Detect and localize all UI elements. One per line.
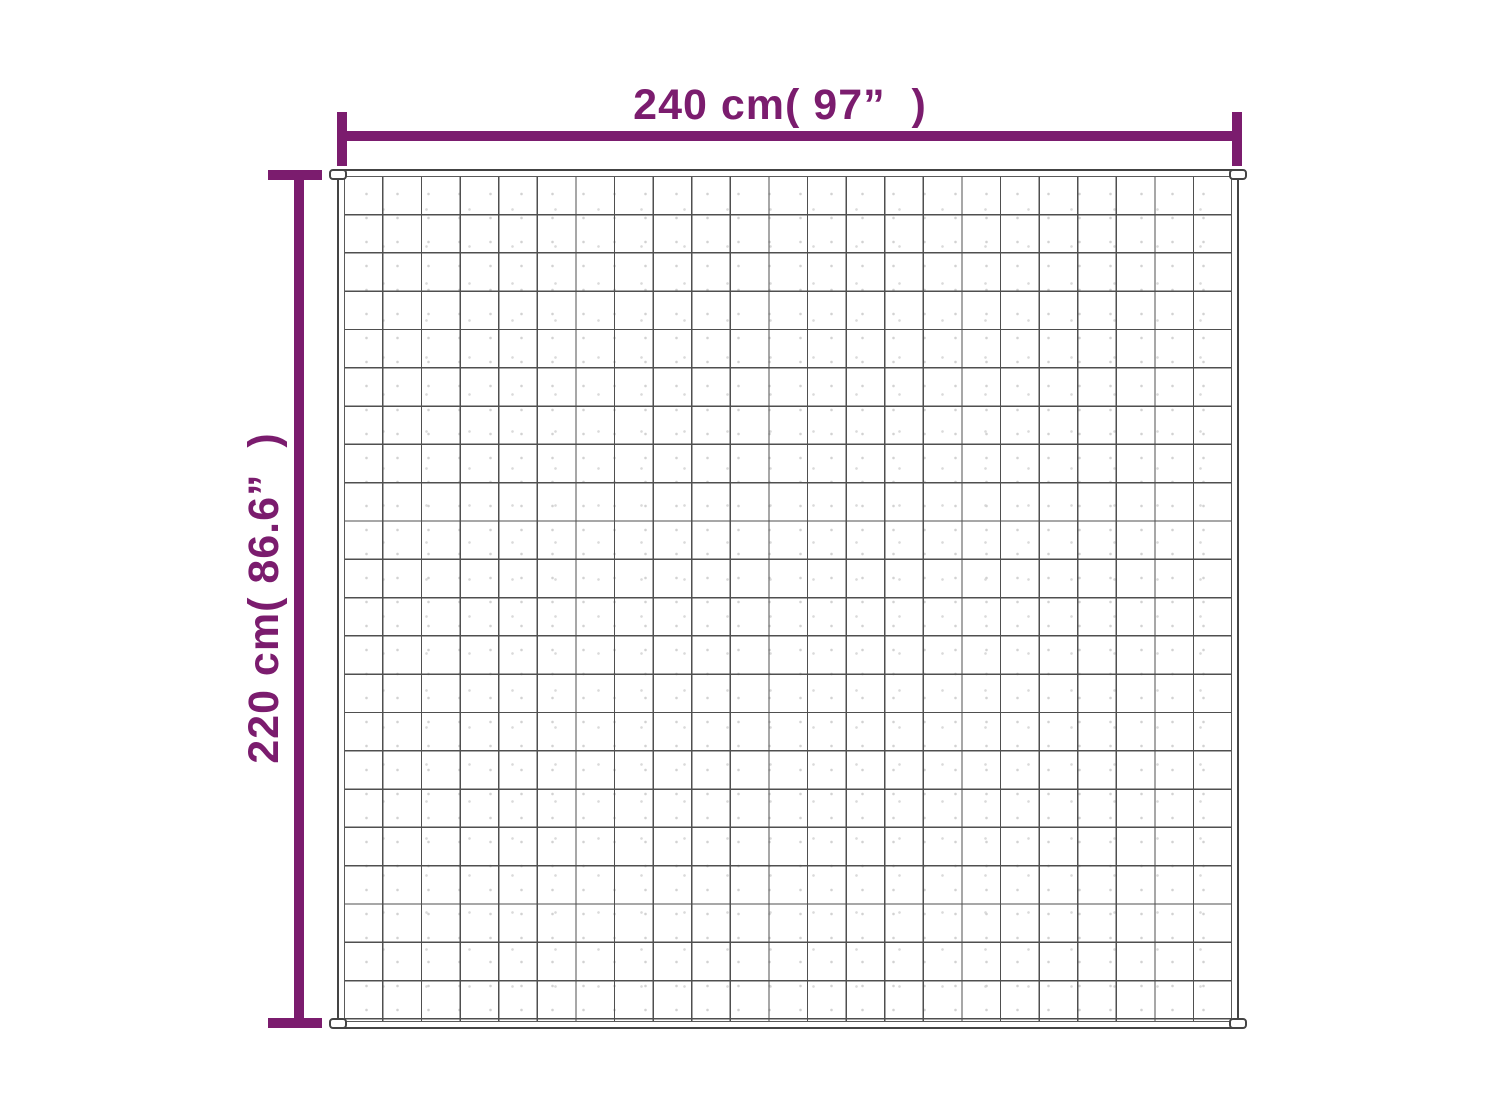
corner-loop-bottom-left xyxy=(329,1018,347,1029)
corner-loop-top-left xyxy=(329,169,347,180)
blanket-quilt-grid xyxy=(345,177,1231,1021)
height-dimension-cap-bottom xyxy=(268,1018,322,1028)
width-dimension-line xyxy=(342,131,1232,141)
width-dimension-label: 240 cm( 97” ) xyxy=(633,81,927,129)
width-dimension-cap-left xyxy=(337,112,347,166)
corner-loop-bottom-right xyxy=(1229,1018,1247,1029)
width-dimension-cap-right xyxy=(1232,112,1242,166)
corner-loop-top-right xyxy=(1229,169,1247,180)
blanket-outline xyxy=(329,169,1247,1029)
height-dimension-label: 220 cm( 86.6” ) xyxy=(240,432,288,764)
blanket-hem-border xyxy=(344,176,1232,1022)
height-dimension-line xyxy=(294,170,304,1027)
height-dimension-cap-top xyxy=(268,170,322,180)
